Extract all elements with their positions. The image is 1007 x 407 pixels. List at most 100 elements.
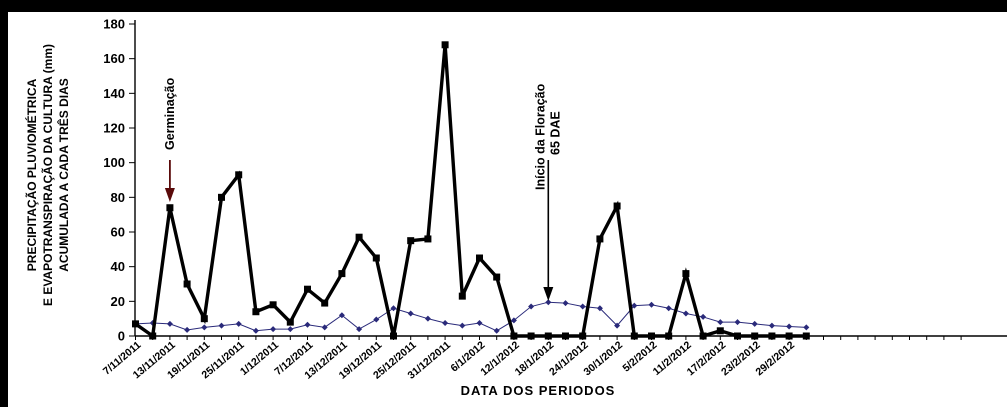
- series-2-point: [476, 320, 483, 326]
- germination-arrow-head: [164, 188, 175, 202]
- series-1-point: [527, 332, 535, 340]
- series-1-point: [390, 332, 397, 340]
- series-1-point: [235, 171, 243, 179]
- line-chart: 0 20 40 60 80 100 120 140 160 180 7/11/201113/11/…: [24, 17, 1007, 398]
- series-2-point: [803, 324, 810, 331]
- annotations: Germinação Início da Floração 65 DAE: [163, 77, 562, 301]
- series-1-point: [734, 332, 741, 340]
- series-2-point: [786, 323, 793, 330]
- series-2-point: [528, 303, 535, 310]
- y-tick-label: 120: [103, 121, 125, 136]
- series-1-point: [269, 301, 277, 309]
- y-tick-label: 100: [103, 155, 125, 170]
- series-2-point: [390, 305, 397, 312]
- series-1-point: [785, 332, 793, 340]
- y-tick-label: 140: [103, 86, 125, 101]
- series-2-point: [734, 319, 741, 326]
- series-2-point: [201, 324, 208, 331]
- series-2-point: [510, 317, 517, 324]
- flowering-dae-label: 65 DAE: [548, 111, 562, 155]
- series-1-point: [252, 308, 260, 316]
- series-2-point: [338, 312, 345, 319]
- series-2-point: [424, 315, 431, 322]
- flowering-arrow-head: [543, 287, 554, 301]
- series-2-point: [287, 326, 294, 333]
- series-1-point: [510, 332, 518, 340]
- series-2-point: [442, 320, 449, 326]
- y-tick-label: 80: [111, 190, 125, 205]
- series-2-point: [218, 322, 225, 329]
- series-1-point: [218, 193, 225, 201]
- y-tick-labels: 0 20 40 60 80 100 120 140 160 180: [103, 17, 135, 344]
- y-axis-label-line-3: ACUMULADA A CADA TRÊS DIAS: [56, 78, 71, 272]
- y-tick-label: 20: [111, 294, 125, 309]
- y-tick-label: 40: [111, 259, 125, 274]
- series-2-point: [717, 319, 724, 326]
- series-2-point: [579, 303, 586, 310]
- series-2-point: [321, 324, 328, 331]
- series-2-point: [356, 326, 363, 333]
- series-1-point: [200, 315, 208, 323]
- series-2-point: [304, 321, 311, 328]
- series-2-point: [270, 326, 277, 333]
- series-2-point: [493, 327, 500, 334]
- series-1-line: [134, 44, 807, 340]
- x-tick-label: 30/1/2012: [582, 339, 626, 378]
- series-2-point: [459, 322, 466, 329]
- y-tick-label: 0: [118, 329, 125, 344]
- series-2-point: [596, 305, 603, 312]
- axes: [134, 20, 1007, 337]
- series-1-point: [768, 332, 776, 340]
- series-2-point: [407, 310, 414, 317]
- series-1-point: [132, 320, 139, 328]
- series-1-point: [321, 299, 329, 307]
- series-2-point: [252, 327, 259, 334]
- series-1-point: [579, 332, 587, 340]
- series-2-point: [562, 300, 569, 307]
- series-2-point: [631, 302, 638, 309]
- y-tick-label: 160: [103, 51, 125, 66]
- chart-frame: 0 20 40 60 80 100 120 140 160 180 7/11/2011 13/11/…: [8, 12, 1007, 407]
- series-2-line: [135, 301, 807, 332]
- series-1-point: [372, 254, 380, 262]
- y-axis-label-line-1: PRECIPITAÇÃO PLUVIOMÉTRICA: [24, 78, 39, 271]
- x-axis-label: DATA DOS PERIODOS: [461, 383, 616, 398]
- series-1-point: [613, 202, 621, 210]
- series-1-point: [355, 233, 363, 241]
- series-1-point: [441, 41, 449, 49]
- germination-label: Germinação: [163, 77, 177, 150]
- series-2-point: [665, 305, 672, 312]
- series-group: [132, 41, 810, 340]
- series-1-point: [183, 280, 191, 288]
- flowering-label: Início da Floração: [533, 83, 547, 190]
- series-2-point: [768, 322, 775, 329]
- series-1-point: [338, 270, 346, 278]
- series-1-point: [630, 332, 638, 340]
- series-1-point: [596, 235, 604, 243]
- series-1-point: [407, 237, 415, 245]
- y-tick-label: 180: [103, 17, 125, 32]
- series-2-point: [751, 320, 758, 327]
- series-1-point: [304, 285, 311, 293]
- series-1-point: [458, 292, 466, 300]
- series-1-point: [166, 204, 174, 212]
- series-1-point: [716, 327, 724, 335]
- series-2-point: [614, 322, 621, 329]
- series-1-point: [665, 332, 673, 340]
- x-tick-labels: 7/11/201113/11/201119/11/201125/11/20111…: [101, 336, 962, 382]
- series-1-point: [286, 318, 294, 326]
- series-1-point: [493, 273, 501, 281]
- series-1-point: [562, 332, 569, 340]
- x-tick-label: 29/2/2012: [754, 339, 798, 378]
- series-1-point: [751, 332, 759, 340]
- series-1-point: [476, 254, 483, 262]
- series-1-point: [682, 270, 690, 278]
- series-1-point: [648, 332, 655, 340]
- series-2-point: [373, 316, 380, 323]
- series-2-point: [235, 320, 242, 327]
- y-tick-label: 60: [111, 225, 125, 240]
- series-2-point: [700, 313, 707, 320]
- series-2-point: [545, 299, 552, 306]
- series-1-point: [424, 235, 432, 243]
- series-2-point: [166, 320, 173, 327]
